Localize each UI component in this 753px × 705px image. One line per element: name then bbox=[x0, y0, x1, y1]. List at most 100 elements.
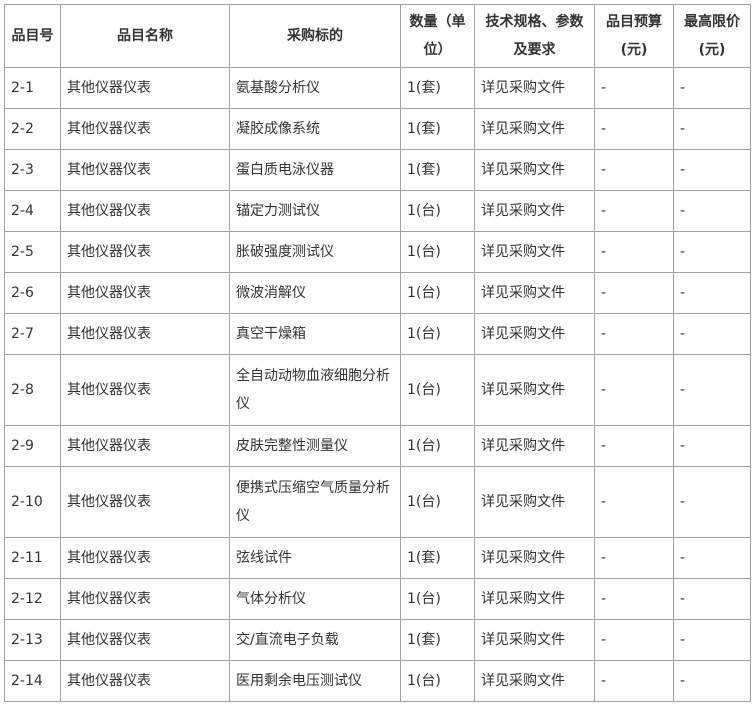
cell-item-name: 其他仪器仪表 bbox=[60, 466, 230, 538]
cell-max-price: - bbox=[673, 67, 751, 109]
cell-item-no: 2-11 bbox=[4, 537, 61, 579]
cell-specs: 详见采购文件 bbox=[474, 466, 595, 538]
cell-item-name: 其他仪器仪表 bbox=[60, 67, 230, 109]
cell-specs: 详见采购文件 bbox=[474, 190, 595, 232]
cell-quantity: 1(台) bbox=[400, 425, 475, 467]
table-header-row: 品目号 品目名称 采购标的 数量（单位） 技术规格、参数及要求 品目预算(元) … bbox=[4, 4, 751, 68]
cell-max-price: - bbox=[673, 578, 751, 620]
cell-item-no: 2-8 bbox=[4, 354, 61, 426]
cell-quantity: 1(台) bbox=[400, 578, 475, 620]
cell-budget: - bbox=[594, 190, 674, 232]
table-row: 2-10 其他仪器仪表 便携式压缩空气质量分析仪 1(台) 详见采购文件 - - bbox=[4, 466, 751, 538]
cell-quantity: 1(套) bbox=[400, 67, 475, 109]
cell-budget: - bbox=[594, 108, 674, 150]
cell-target: 锚定力测试仪 bbox=[229, 190, 401, 232]
cell-item-no: 2-10 bbox=[4, 466, 61, 538]
cell-quantity: 1(台) bbox=[400, 660, 475, 702]
cell-item-name: 其他仪器仪表 bbox=[60, 272, 230, 314]
cell-max-price: - bbox=[673, 425, 751, 467]
cell-item-no: 2-6 bbox=[4, 272, 61, 314]
cell-quantity: 1(台) bbox=[400, 313, 475, 355]
cell-budget: - bbox=[594, 619, 674, 661]
cell-quantity: 1(套) bbox=[400, 108, 475, 150]
cell-specs: 详见采购文件 bbox=[474, 578, 595, 620]
table-row: 2-4 其他仪器仪表 锚定力测试仪 1(台) 详见采购文件 - - bbox=[4, 190, 751, 232]
cell-quantity: 1(台) bbox=[400, 190, 475, 232]
cell-budget: - bbox=[594, 425, 674, 467]
cell-item-no: 2-9 bbox=[4, 425, 61, 467]
cell-quantity: 1(台) bbox=[400, 272, 475, 314]
table-row: 2-13 其他仪器仪表 交/直流电子负载 1(套) 详见采购文件 - - bbox=[4, 619, 751, 661]
cell-budget: - bbox=[594, 272, 674, 314]
cell-quantity: 1(台) bbox=[400, 354, 475, 426]
cell-budget: - bbox=[594, 537, 674, 579]
cell-specs: 详见采购文件 bbox=[474, 660, 595, 702]
cell-item-no: 2-13 bbox=[4, 619, 61, 661]
header-specs: 技术规格、参数及要求 bbox=[474, 4, 595, 68]
cell-specs: 详见采购文件 bbox=[474, 619, 595, 661]
header-target: 采购标的 bbox=[229, 4, 401, 68]
header-budget: 品目预算(元) bbox=[594, 4, 674, 68]
cell-max-price: - bbox=[673, 619, 751, 661]
cell-max-price: - bbox=[673, 108, 751, 150]
cell-budget: - bbox=[594, 660, 674, 702]
cell-budget: - bbox=[594, 313, 674, 355]
header-item-name: 品目名称 bbox=[60, 4, 230, 68]
cell-item-name: 其他仪器仪表 bbox=[60, 231, 230, 273]
cell-quantity: 1(台) bbox=[400, 231, 475, 273]
cell-item-name: 其他仪器仪表 bbox=[60, 578, 230, 620]
cell-target: 皮肤完整性测量仪 bbox=[229, 425, 401, 467]
cell-target: 医用剩余电压测试仪 bbox=[229, 660, 401, 702]
cell-target: 真空干燥箱 bbox=[229, 313, 401, 355]
cell-specs: 详见采购文件 bbox=[474, 313, 595, 355]
header-quantity: 数量（单位） bbox=[400, 4, 475, 68]
cell-item-name: 其他仪器仪表 bbox=[60, 425, 230, 467]
table-row: 2-2 其他仪器仪表 凝胶成像系统 1(套) 详见采购文件 - - bbox=[4, 108, 751, 150]
cell-max-price: - bbox=[673, 660, 751, 702]
cell-specs: 详见采购文件 bbox=[474, 231, 595, 273]
cell-target: 胀破强度测试仪 bbox=[229, 231, 401, 273]
cell-target: 凝胶成像系统 bbox=[229, 108, 401, 150]
cell-target: 氨基酸分析仪 bbox=[229, 67, 401, 109]
cell-quantity: 1(台) bbox=[400, 466, 475, 538]
cell-max-price: - bbox=[673, 354, 751, 426]
table-row: 2-1 其他仪器仪表 氨基酸分析仪 1(套) 详见采购文件 - - bbox=[4, 67, 751, 109]
cell-budget: - bbox=[594, 578, 674, 620]
cell-item-no: 2-7 bbox=[4, 313, 61, 355]
cell-budget: - bbox=[594, 67, 674, 109]
table-row: 2-5 其他仪器仪表 胀破强度测试仪 1(台) 详见采购文件 - - bbox=[4, 231, 751, 273]
cell-budget: - bbox=[594, 231, 674, 273]
cell-specs: 详见采购文件 bbox=[474, 108, 595, 150]
cell-max-price: - bbox=[673, 272, 751, 314]
cell-item-name: 其他仪器仪表 bbox=[60, 190, 230, 232]
cell-item-name: 其他仪器仪表 bbox=[60, 660, 230, 702]
cell-max-price: - bbox=[673, 231, 751, 273]
table-row: 2-7 其他仪器仪表 真空干燥箱 1(台) 详见采购文件 - - bbox=[4, 313, 751, 355]
cell-specs: 详见采购文件 bbox=[474, 67, 595, 109]
table-row: 2-12 其他仪器仪表 气体分析仪 1(台) 详见采购文件 - - bbox=[4, 578, 751, 620]
table-row: 2-14 其他仪器仪表 医用剩余电压测试仪 1(台) 详见采购文件 - - bbox=[4, 660, 751, 702]
table-row: 2-9 其他仪器仪表 皮肤完整性测量仪 1(台) 详见采购文件 - - bbox=[4, 425, 751, 467]
cell-target: 微波消解仪 bbox=[229, 272, 401, 314]
cell-quantity: 1(套) bbox=[400, 537, 475, 579]
cell-specs: 详见采购文件 bbox=[474, 425, 595, 467]
header-item-no: 品目号 bbox=[4, 4, 61, 68]
cell-item-name: 其他仪器仪表 bbox=[60, 619, 230, 661]
cell-item-name: 其他仪器仪表 bbox=[60, 313, 230, 355]
cell-budget: - bbox=[594, 466, 674, 538]
cell-max-price: - bbox=[673, 149, 751, 191]
cell-budget: - bbox=[594, 354, 674, 426]
cell-target: 蛋白质电泳仪器 bbox=[229, 149, 401, 191]
cell-item-no: 2-5 bbox=[4, 231, 61, 273]
header-max-price: 最高限价(元) bbox=[673, 4, 751, 68]
cell-item-no: 2-14 bbox=[4, 660, 61, 702]
cell-specs: 详见采购文件 bbox=[474, 272, 595, 314]
table-row: 2-8 其他仪器仪表 全自动动物血液细胞分析仪 1(台) 详见采购文件 - - bbox=[4, 354, 751, 426]
cell-target: 全自动动物血液细胞分析仪 bbox=[229, 354, 401, 426]
table-row: 2-3 其他仪器仪表 蛋白质电泳仪器 1(套) 详见采购文件 - - bbox=[4, 149, 751, 191]
table-row: 2-11 其他仪器仪表 弦线试件 1(套) 详见采购文件 - - bbox=[4, 537, 751, 579]
cell-target: 弦线试件 bbox=[229, 537, 401, 579]
cell-target: 气体分析仪 bbox=[229, 578, 401, 620]
cell-max-price: - bbox=[673, 466, 751, 538]
cell-target: 便携式压缩空气质量分析仪 bbox=[229, 466, 401, 538]
